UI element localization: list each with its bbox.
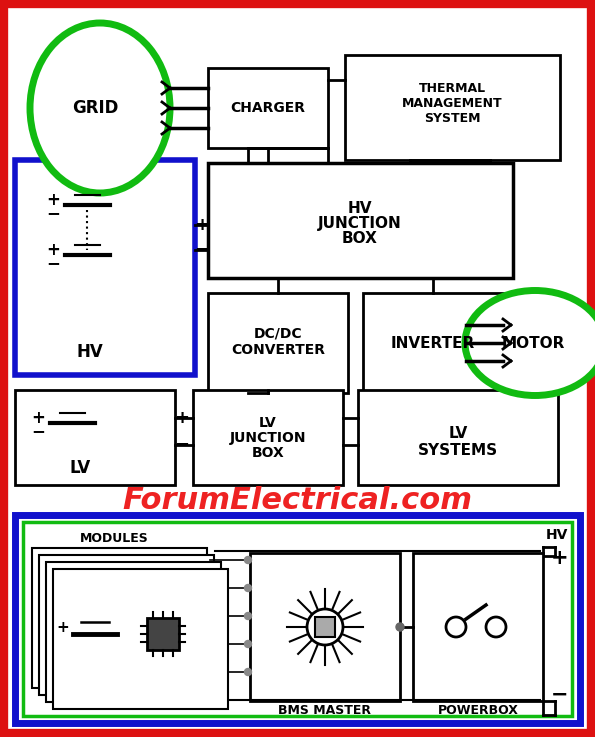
Bar (345, 55, 560, 160)
Ellipse shape (30, 23, 170, 193)
Text: +: + (551, 548, 569, 568)
Bar (39, 555, 214, 695)
Text: GRID: GRID (72, 99, 118, 117)
Text: −: − (46, 204, 60, 222)
Text: MANAGEMENT: MANAGEMENT (402, 97, 502, 110)
Text: −: − (174, 436, 190, 454)
Bar (208, 163, 513, 278)
Bar (208, 68, 328, 148)
Bar (46, 562, 221, 702)
Bar (363, 293, 503, 393)
Bar (15, 515, 580, 723)
Circle shape (245, 640, 252, 648)
Text: SYSTEMS: SYSTEMS (418, 442, 498, 458)
Text: JUNCTION: JUNCTION (230, 431, 306, 445)
Bar (32, 548, 207, 688)
Bar (358, 390, 558, 485)
Bar (193, 390, 343, 485)
Text: BOX: BOX (342, 231, 378, 245)
Bar (23, 522, 572, 716)
Text: POWERBOX: POWERBOX (437, 704, 518, 716)
Text: BOX: BOX (252, 446, 284, 460)
Ellipse shape (465, 290, 595, 396)
Text: −: − (195, 241, 209, 259)
Text: INVERTER: INVERTER (391, 335, 475, 351)
Text: DC/DC: DC/DC (253, 326, 302, 340)
Bar (413, 553, 543, 701)
Text: SYSTEM: SYSTEM (424, 111, 480, 125)
Circle shape (245, 668, 252, 676)
Bar (147, 618, 179, 650)
Text: BMS SLAVE: BMS SLAVE (101, 694, 180, 707)
Text: +: + (46, 241, 60, 259)
Text: CONVERTER: CONVERTER (231, 343, 325, 357)
Circle shape (486, 617, 506, 637)
Text: +: + (195, 216, 209, 234)
Text: +: + (57, 621, 70, 635)
Text: CHARGER: CHARGER (230, 101, 305, 115)
Bar (15, 160, 195, 375)
Text: LV: LV (259, 416, 277, 430)
Text: +: + (31, 409, 45, 427)
Circle shape (446, 617, 466, 637)
Text: MOTOR: MOTOR (502, 335, 565, 351)
Text: HV: HV (77, 343, 104, 361)
Bar (53, 569, 228, 709)
Text: LV: LV (449, 425, 468, 441)
Text: THERMAL: THERMAL (418, 82, 486, 94)
Circle shape (245, 556, 252, 564)
Text: HV: HV (546, 528, 568, 542)
Bar (250, 553, 400, 701)
Text: −: − (46, 254, 60, 272)
Text: MODULES: MODULES (80, 531, 149, 545)
Bar (15, 390, 175, 485)
Circle shape (245, 584, 252, 592)
Text: −: − (551, 685, 569, 705)
Text: −: − (31, 422, 45, 440)
Bar (208, 293, 348, 393)
Text: +: + (174, 409, 189, 427)
Text: BMS MASTER: BMS MASTER (278, 704, 371, 716)
Text: ForumElectrical.com: ForumElectrical.com (122, 486, 472, 514)
Circle shape (307, 609, 343, 645)
Text: LV: LV (70, 459, 90, 477)
Text: JUNCTION: JUNCTION (318, 215, 402, 231)
Circle shape (245, 612, 252, 620)
Text: +: + (46, 191, 60, 209)
Circle shape (396, 623, 404, 631)
Text: HV: HV (347, 200, 372, 215)
Bar (315, 617, 335, 637)
